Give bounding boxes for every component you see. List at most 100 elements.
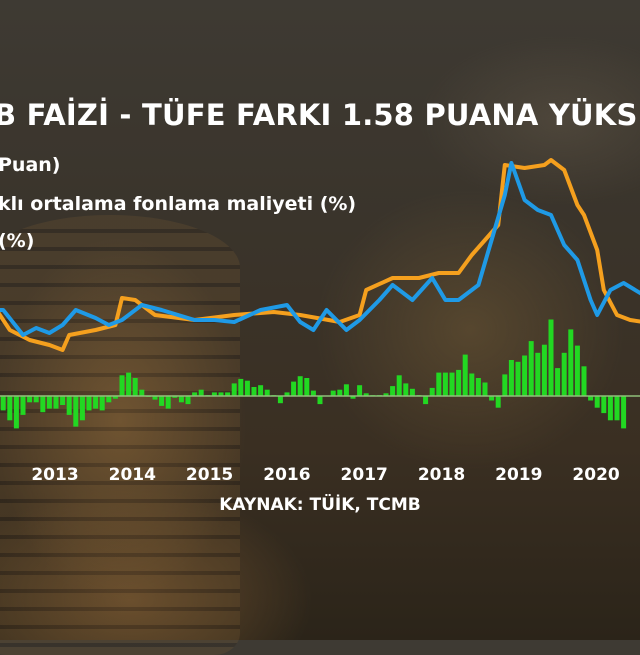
spread-bar	[291, 381, 297, 396]
spread-bar	[310, 390, 316, 396]
spread-bar	[284, 392, 290, 396]
spread-bars	[0, 319, 627, 429]
spread-bar	[172, 396, 178, 398]
spread-bar	[106, 396, 112, 403]
spread-bar	[86, 396, 92, 411]
x-axis-labels: 2013 2014 2015 2016 2017 2018 2019 2020	[31, 465, 620, 485]
coin-stack-background	[0, 215, 240, 655]
spread-bar	[541, 344, 547, 396]
spread-bar	[258, 385, 264, 396]
spread-bar	[40, 396, 46, 413]
spread-bar	[159, 396, 165, 406]
spread-bar	[211, 392, 217, 396]
spread-bar	[548, 319, 554, 396]
x-tick-label: 2020	[572, 465, 619, 485]
spread-bar	[244, 380, 250, 396]
spread-bar	[561, 352, 567, 396]
spread-bar	[53, 396, 59, 409]
spread-bar	[456, 369, 462, 396]
spread-bar	[489, 396, 495, 401]
spread-bar	[251, 387, 257, 396]
spread-bar	[469, 373, 475, 396]
spread-bar	[423, 396, 429, 405]
spread-bar	[337, 389, 343, 396]
spread-bar	[152, 396, 158, 400]
spread-bar	[601, 396, 607, 414]
x-tick-label: 2019	[495, 465, 542, 485]
spread-bar	[350, 396, 356, 399]
spread-bar	[13, 396, 19, 429]
spread-bar	[403, 383, 409, 396]
spread-bar	[46, 396, 52, 409]
spread-bar	[192, 392, 198, 396]
spread-bar	[449, 372, 455, 396]
spread-bar	[112, 396, 118, 399]
spread-bar	[317, 396, 323, 405]
x-tick-label: 2014	[109, 465, 156, 485]
spread-bar	[343, 384, 349, 396]
spread-bar	[330, 390, 336, 396]
x-tick-label: 2017	[341, 465, 388, 485]
chart-plot: 2013 2014 2015 2016 2017 2018 2019 2020	[0, 158, 640, 485]
spread-bar	[79, 396, 85, 421]
spread-bar	[515, 361, 521, 396]
spread-bar	[277, 396, 283, 404]
legend-cpi: (%)	[0, 230, 35, 252]
legend-spread: Puan)	[0, 154, 61, 176]
spread-bar	[429, 387, 435, 396]
spread-bar	[218, 392, 224, 396]
chart-title: B FAİZİ - TÜFE FARKI 1.58 PUANA YÜKS	[0, 98, 638, 132]
spread-bar	[126, 372, 132, 396]
spread-bar	[594, 396, 600, 408]
spread-bar	[119, 375, 125, 396]
spread-bar	[165, 396, 171, 409]
spread-bar	[607, 396, 613, 421]
spread-bar	[522, 355, 528, 396]
spread-bar	[225, 392, 231, 396]
cpi-line	[0, 161, 640, 337]
funding-cost-line	[0, 158, 640, 352]
spread-bar	[264, 389, 270, 396]
spread-bar	[198, 389, 204, 396]
spread-bar	[99, 396, 105, 411]
spread-bar	[304, 378, 310, 396]
spread-bar	[33, 396, 39, 403]
spread-bar	[396, 375, 402, 396]
spread-bar	[178, 396, 184, 403]
spread-bar	[502, 374, 508, 396]
x-tick-label: 2013	[31, 465, 78, 485]
spread-bar	[7, 396, 13, 421]
spread-bar	[482, 382, 488, 396]
spread-bar	[20, 396, 26, 415]
spread-bar	[436, 372, 442, 396]
x-tick-label: 2016	[263, 465, 310, 485]
legend-funding-cost: klı ortalama fonlama maliyeti (%)	[0, 193, 357, 215]
spread-bar	[27, 396, 33, 403]
spread-bar	[508, 360, 514, 396]
spread-bar	[60, 396, 66, 405]
spread-bar	[238, 378, 244, 396]
x-tick-label: 2015	[186, 465, 233, 485]
spread-bar	[0, 396, 6, 411]
spread-bar	[139, 389, 145, 396]
spread-bar	[231, 383, 237, 396]
spread-bar	[363, 393, 369, 396]
spread-bar	[614, 396, 620, 421]
spread-bar	[555, 368, 561, 396]
spread-bar	[621, 396, 627, 429]
spread-bar	[383, 393, 389, 396]
spread-bar	[93, 396, 99, 409]
spread-bar	[132, 378, 138, 396]
spread-bar	[475, 378, 481, 396]
spread-bar	[442, 372, 448, 396]
x-tick-label: 2018	[418, 465, 465, 485]
spread-bar	[462, 354, 468, 396]
spread-bar	[535, 352, 541, 396]
spread-bar	[568, 329, 574, 396]
spread-bar	[528, 341, 534, 396]
spread-bar	[574, 345, 580, 396]
source-note: KAYNAK: TÜİK, TCMB	[219, 495, 421, 515]
spread-bar	[390, 386, 396, 396]
spread-bar	[297, 376, 303, 396]
spread-bar	[588, 396, 594, 401]
